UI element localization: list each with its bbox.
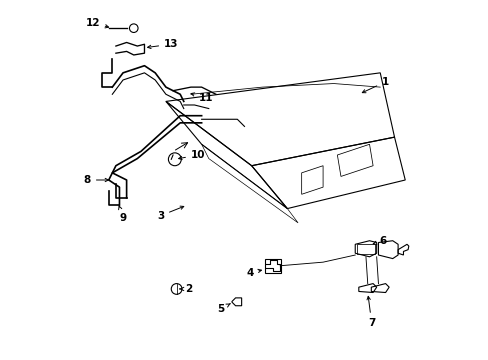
Text: 4: 4 xyxy=(245,268,261,278)
Text: 10: 10 xyxy=(178,150,205,160)
Text: 11: 11 xyxy=(191,93,213,103)
Text: 13: 13 xyxy=(147,39,178,49)
Text: 3: 3 xyxy=(157,206,183,221)
Bar xyxy=(356,244,374,254)
Text: 9: 9 xyxy=(119,206,126,222)
Bar xyxy=(264,259,281,273)
Text: 7: 7 xyxy=(366,296,375,328)
Text: 2: 2 xyxy=(180,284,192,294)
Text: 12: 12 xyxy=(85,18,108,28)
Text: 6: 6 xyxy=(372,236,386,246)
Text: 1: 1 xyxy=(362,77,388,93)
Text: 5: 5 xyxy=(217,303,230,314)
Text: 8: 8 xyxy=(83,175,108,185)
